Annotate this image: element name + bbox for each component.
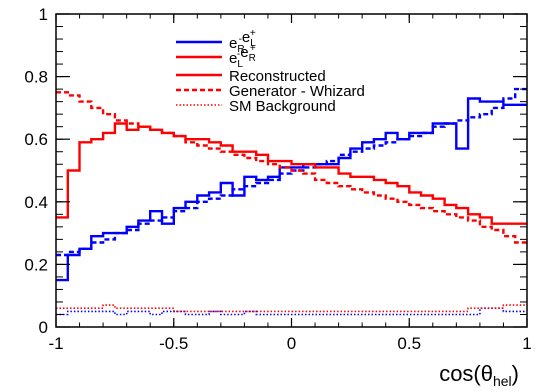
series-layer	[56, 87, 527, 316]
legend-label-2: Reconstructed	[229, 68, 326, 85]
y-tick-label: 0.4	[24, 193, 48, 212]
legend-label-0: eR-eL+	[229, 28, 256, 55]
x-tick-label: 0.5	[397, 334, 421, 353]
axis-ticks: -1 -0.5 0 0.5 1 0 0.2 0.4 0.6 0.8 1	[24, 5, 531, 353]
x-tick-label: -0.5	[159, 334, 188, 353]
series-eL-eR+-reconstructed	[56, 122, 527, 225]
x-tick-label: -1	[48, 334, 63, 353]
legend-label-1: eL-eR+	[229, 43, 256, 70]
y-tick-label: 1	[39, 5, 48, 24]
y-tick-label: 0	[39, 318, 48, 337]
x-tick-label: 0	[287, 334, 296, 353]
y-tick-label: 0.8	[24, 68, 48, 87]
y-tick-label: 0.6	[24, 130, 48, 149]
legend-label-3: Generator - Whizard	[229, 83, 365, 100]
series-eR-eL+-sm-background	[56, 307, 527, 316]
legend-label-4: SM Background	[229, 98, 336, 115]
series-eR-eL+-reconstructed	[56, 97, 527, 282]
x-axis-label: cos(θhel)	[439, 361, 519, 389]
x-tick-label: 1	[522, 334, 531, 353]
series-eL-eR+-sm-background	[56, 304, 527, 313]
series-eL-eR+-generator-whizard	[56, 91, 527, 244]
y-tick-label: 0.2	[24, 255, 48, 274]
series-eR-eL+-generator-whizard	[56, 87, 527, 257]
